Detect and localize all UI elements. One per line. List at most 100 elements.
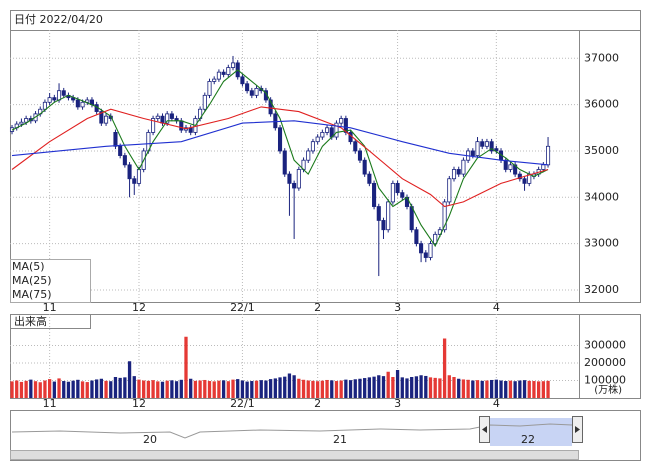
- candle-body: [52, 97, 57, 101]
- volume-bar: [132, 376, 136, 398]
- candle-body: [517, 173, 522, 180]
- y-tick-label: 32000: [584, 283, 619, 296]
- volume-bar: [395, 370, 400, 398]
- candle-body: [433, 233, 438, 245]
- candle-body: [343, 118, 348, 133]
- candle-body: [136, 169, 142, 184]
- volume-bar: [226, 381, 230, 398]
- volume-bar: [236, 379, 240, 398]
- volume-bar: [297, 378, 301, 398]
- volume-bar: [212, 381, 216, 398]
- candle-body: [414, 229, 419, 245]
- volume-bar: [283, 376, 287, 398]
- x-tick-label: 2: [314, 397, 321, 410]
- volume-bar: [62, 381, 66, 398]
- volume-bar: [254, 380, 259, 398]
- candle-body: [475, 141, 480, 156]
- volume-bar: [499, 380, 503, 398]
- candle-body: [315, 136, 320, 143]
- volume-bar: [104, 380, 108, 398]
- volume-bar: [536, 381, 541, 398]
- candle-body: [522, 178, 527, 184]
- candle-body: [423, 252, 428, 258]
- volume-bar: [38, 382, 42, 398]
- volume-bar: [151, 380, 155, 398]
- volume-bar: [127, 361, 132, 398]
- volume-bar: [273, 378, 277, 398]
- candle-body: [287, 173, 292, 184]
- candle-body: [104, 115, 109, 124]
- legend-label: MA(5): [12, 260, 45, 273]
- candle-body: [325, 127, 330, 133]
- volume-bar: [95, 379, 99, 398]
- volume-bar: [532, 381, 536, 398]
- volume-bar: [287, 373, 292, 398]
- candle-body: [353, 141, 358, 152]
- volume-bar: [198, 380, 202, 398]
- candle-body: [386, 201, 391, 231]
- y-tick-label: 300000: [584, 339, 626, 352]
- x-tick-label: 22/1: [230, 397, 255, 410]
- volume-bar: [221, 380, 226, 398]
- volume-bar: [137, 379, 141, 398]
- candle-body: [122, 155, 127, 166]
- y-tick-label: 34000: [584, 190, 619, 203]
- volume-bar: [377, 375, 381, 398]
- volume-bar: [52, 381, 56, 398]
- volume-bar: [19, 381, 24, 398]
- candle-body: [19, 121, 24, 125]
- volume-bar: [156, 381, 160, 398]
- navigator-selection[interactable]: [490, 418, 572, 446]
- y-tick-label: 37000: [584, 51, 619, 64]
- x-tick-label: 2: [314, 301, 321, 314]
- volume-bar: [461, 379, 466, 398]
- x-tick-label: 3: [394, 301, 401, 314]
- candle-body: [372, 182, 377, 207]
- volume-bar: [301, 379, 306, 398]
- candle-body: [240, 76, 245, 85]
- volume-bar: [113, 377, 118, 398]
- candle-body: [367, 173, 372, 184]
- candle-body: [310, 141, 315, 152]
- volume-bar: [170, 380, 174, 398]
- candle-body: [75, 99, 80, 108]
- volume-bar: [184, 336, 188, 398]
- arrow-right: [575, 426, 580, 433]
- volume-bar: [527, 380, 531, 398]
- navigator-scrollbar[interactable]: [10, 450, 579, 460]
- volume-bar: [268, 379, 273, 398]
- volume-bar: [325, 379, 329, 398]
- candle-body: [456, 169, 461, 175]
- volume-bar: [146, 380, 151, 398]
- legend-label: MA(25): [12, 274, 52, 287]
- volume-bar: [245, 381, 249, 398]
- volume-bar: [165, 380, 169, 398]
- candle-body: [216, 71, 221, 80]
- volume-bar: [43, 380, 47, 398]
- volume-bar: [513, 381, 517, 398]
- candle-body: [451, 169, 457, 180]
- volume-bar: [278, 377, 282, 398]
- volume-bar: [15, 380, 19, 398]
- candle-body: [151, 118, 156, 133]
- volume-bar: [489, 379, 494, 398]
- volume-bar: [334, 381, 339, 398]
- volume-bar: [442, 338, 447, 398]
- volume-bar: [320, 380, 324, 398]
- volume-bar: [10, 381, 14, 398]
- candle-body: [254, 87, 259, 96]
- candle-body: [245, 83, 250, 92]
- volume-bar: [428, 377, 433, 398]
- legend-label: MA(75): [12, 288, 52, 301]
- volume-bar: [367, 377, 372, 398]
- volume-bar: [189, 378, 193, 398]
- volume-bar: [541, 381, 545, 398]
- volume-bar: [457, 378, 461, 398]
- candle-body: [362, 159, 367, 175]
- candle-body: [249, 90, 254, 96]
- arrow-left: [482, 426, 487, 433]
- candle-body: [376, 206, 381, 221]
- volume-bar: [353, 379, 357, 398]
- volume-bar: [292, 375, 296, 398]
